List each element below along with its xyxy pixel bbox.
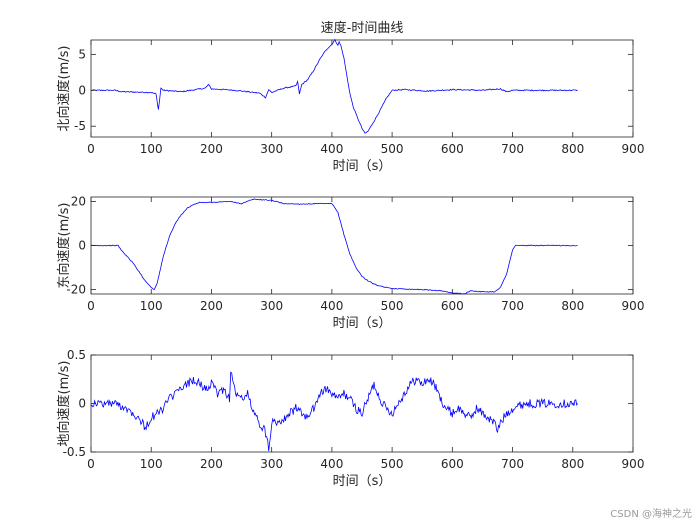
chart-1-x-tick-label: 400 bbox=[320, 142, 343, 156]
chart-3-y-axis-label: 地向速度(m/s) bbox=[56, 361, 72, 447]
chart-2-x-tick-label: 500 bbox=[381, 299, 404, 313]
chart-3-x-tick-label: 900 bbox=[622, 457, 645, 471]
chart-3-series-line bbox=[90, 371, 578, 452]
chart-3-x-tick-label: 400 bbox=[320, 457, 343, 471]
chart-2-y-tick-label: 20 bbox=[71, 194, 86, 208]
chart-2-x-tick-label: 800 bbox=[561, 299, 584, 313]
chart-1-series-line bbox=[90, 38, 578, 134]
chart-3-x-tick-label: 700 bbox=[501, 457, 524, 471]
chart-1-x-tick-label: 900 bbox=[622, 142, 645, 156]
chart-3-x-tick-label: 300 bbox=[260, 457, 283, 471]
chart-2-x-tick-label: 300 bbox=[260, 299, 283, 313]
chart-1-x-axis-label: 时间（s） bbox=[333, 159, 392, 174]
chart-3-x-axis-label: 时间（s） bbox=[333, 474, 392, 489]
chart-1-y-tick-label: 0 bbox=[78, 83, 86, 97]
chart-2-y-axis-label: 东向速度(m/s) bbox=[56, 203, 72, 289]
chart-2-x-tick-label: 700 bbox=[501, 299, 524, 313]
chart-2-x-tick-label: 600 bbox=[441, 299, 464, 313]
chart-1-y-tick-label: -5 bbox=[74, 119, 86, 133]
chart-3-x-tick-label: 600 bbox=[441, 457, 464, 471]
chart-3-x-tick-label: 0 bbox=[87, 457, 95, 471]
chart-3-y-tick-label: 0.5 bbox=[67, 348, 86, 362]
chart-2-y-tick-label: -20 bbox=[66, 283, 86, 297]
chart-2-x-tick-label: 0 bbox=[87, 299, 95, 313]
chart-2-x-axis-label: 时间（s） bbox=[333, 316, 392, 331]
chart-2-x-tick-label: 200 bbox=[200, 299, 223, 313]
chart-1-x-tick-label: 600 bbox=[441, 142, 464, 156]
chart-3-x-tick-label: 200 bbox=[200, 457, 223, 471]
chart-2-series-line bbox=[90, 198, 578, 295]
chart-2-x-tick-label: 100 bbox=[140, 299, 163, 313]
chart-1-axes-box bbox=[90, 39, 634, 138]
chart-3-x-tick-label: 500 bbox=[381, 457, 404, 471]
chart-1-x-tick-label: 700 bbox=[501, 142, 524, 156]
watermark: CSDN @海神之光 bbox=[610, 509, 692, 520]
chart-1-y-tick-label: 5 bbox=[78, 47, 86, 61]
chart-3-y-tick-label: 0 bbox=[78, 397, 86, 411]
chart-1-title: 速度-时间曲线 bbox=[321, 20, 404, 36]
chart-2-x-tick-label: 400 bbox=[320, 299, 343, 313]
chart-2-x-tick-label: 900 bbox=[622, 299, 645, 313]
chart-1-x-tick-label: 800 bbox=[561, 142, 584, 156]
chart-3-y-tick-label: -0.5 bbox=[63, 445, 86, 459]
chart-3-axes-box bbox=[90, 354, 634, 453]
chart-1-x-tick-label: 300 bbox=[260, 142, 283, 156]
chart-3-x-tick-label: 800 bbox=[561, 457, 584, 471]
chart-1-y-axis-label: 北向速度(m/s) bbox=[56, 46, 72, 132]
chart-3-x-tick-label: 100 bbox=[140, 457, 163, 471]
chart-1-x-tick-label: 100 bbox=[140, 142, 163, 156]
chart-2-y-tick-label: 0 bbox=[78, 239, 86, 253]
chart-1-x-tick-label: 500 bbox=[381, 142, 404, 156]
chart-1-x-tick-label: 200 bbox=[200, 142, 223, 156]
chart-1-x-tick-label: 0 bbox=[87, 142, 95, 156]
